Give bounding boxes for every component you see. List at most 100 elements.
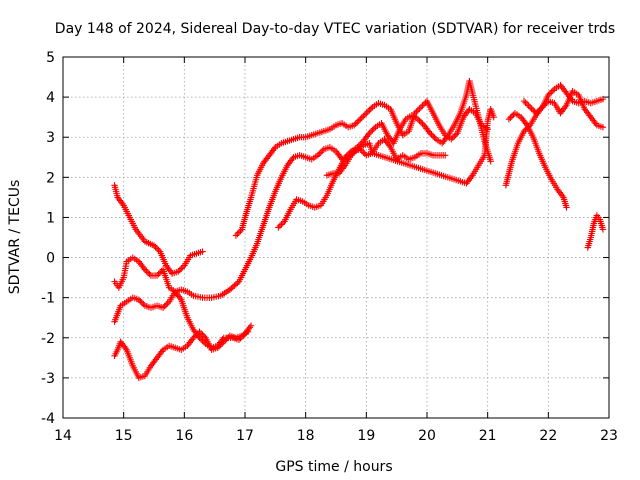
data-point [247,322,255,329]
x-tick-label: 18 [297,428,315,444]
data-point [490,113,497,121]
data-point [235,229,243,236]
data-point [428,131,435,138]
data-point [135,296,143,303]
x-tick-label: 22 [539,428,557,444]
data-point [534,108,541,115]
x-tick-label: 23 [600,428,618,444]
data-point [199,337,206,344]
data-point [162,301,170,308]
data-point [153,245,161,252]
data-point [354,118,361,126]
series-10 [520,87,607,131]
x-axis-label: GPS time / hours [275,459,392,475]
data-point [360,149,367,156]
data-point [351,121,358,129]
data-point [599,95,607,103]
data-point [200,333,208,340]
data-point [199,331,206,338]
series-6 [275,77,494,231]
data-point [155,270,162,278]
data-point [176,266,183,274]
data-point [522,99,529,106]
data-point [366,130,373,137]
data-point [599,226,607,233]
data-point [357,115,364,123]
data-point [549,87,557,94]
data-point [217,341,224,348]
data-point [190,334,197,341]
series-4 [111,328,252,382]
y-tick-label: -1 [41,291,55,307]
data-point [150,242,158,249]
data-point [137,297,144,305]
y-tick-label: 1 [46,210,55,226]
data-point [529,106,537,114]
data-point [507,114,514,121]
data-point [451,133,458,140]
data-point [420,100,428,108]
data-point [316,150,323,157]
data-point [155,246,162,254]
data-point [416,117,423,124]
data-markers [111,77,607,382]
data-point [431,134,438,141]
data-point [545,91,552,99]
data-point [196,334,203,341]
data-point [146,270,153,278]
data-point [279,219,287,227]
data-point [314,152,321,159]
series-9 [505,109,570,211]
data-point [141,266,149,273]
data-point [417,103,425,111]
y-tick-label: -4 [41,411,55,427]
x-tick-label: 21 [479,428,497,444]
data-point [144,269,152,276]
data-point [197,336,205,343]
data-point [508,112,516,120]
y-axis-label: SDTVAR / TECUs [7,180,23,295]
data-point [191,333,199,340]
data-point [349,150,356,157]
data-point [361,111,369,118]
x-tick-label: 17 [236,428,254,444]
data-point [536,106,543,114]
data-point [143,267,150,275]
data-point [196,328,203,335]
y-tick-label: 3 [46,130,55,146]
data-point [220,338,227,345]
data-point [520,128,528,135]
data-point [214,344,221,352]
series-1 [111,182,206,277]
data-point [275,224,282,231]
data-point [417,118,425,126]
data-point [276,222,284,230]
series-3 [111,288,255,352]
data-point [234,230,241,238]
data-point [278,221,285,228]
series-2 [111,136,449,301]
y-tick-label: -3 [41,371,55,387]
data-point [232,232,240,239]
y-tick-label: 0 [46,251,55,267]
data-point [546,90,554,97]
data-point [452,131,460,138]
grid [63,57,609,418]
data-point [505,115,513,123]
data-point [369,127,376,134]
data-point [237,227,244,235]
data-point [487,158,494,165]
data-point [449,134,456,141]
chart-title: Day 148 of 2024, Sidereal Day-to-day VTE… [55,21,615,37]
data-point [358,114,365,121]
data-point [225,334,232,341]
data-point [414,115,422,123]
series-11 [584,212,607,251]
data-point [367,105,375,112]
data-point [193,331,200,338]
data-point [319,147,326,154]
data-point [363,109,370,117]
data-point [364,108,372,115]
series-8 [502,81,607,189]
